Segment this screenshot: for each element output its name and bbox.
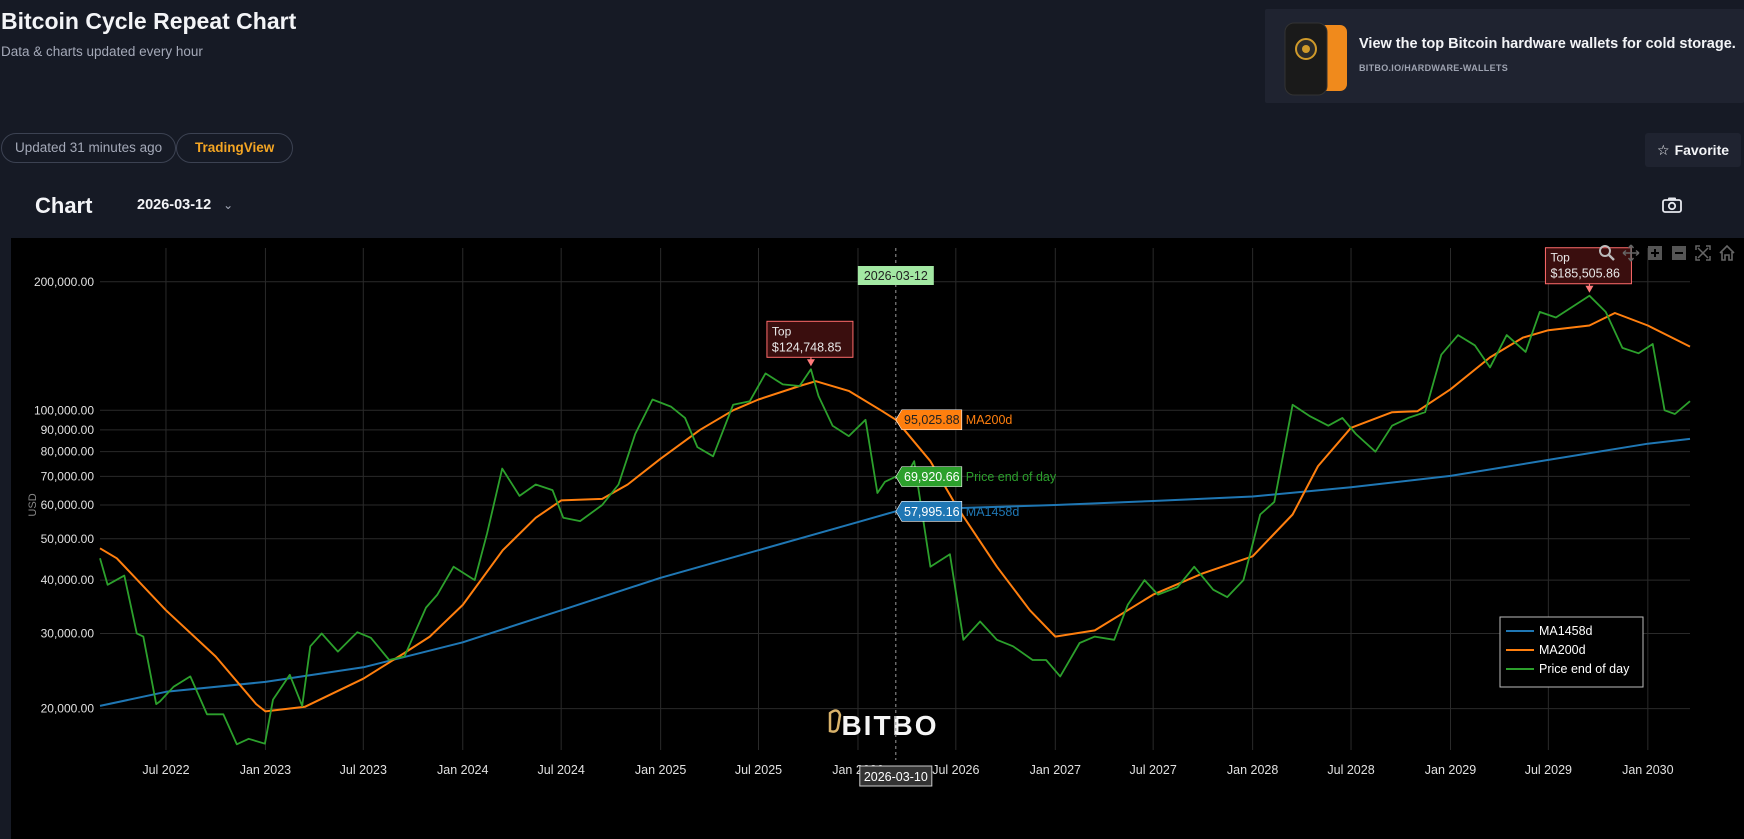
legend-label: MA200d xyxy=(1539,643,1586,657)
annotation-arrow xyxy=(806,359,815,367)
y-tick-label: 100,000.00 xyxy=(34,403,94,417)
ad-url: BITBO.IO/HARDWARE-WALLETS xyxy=(1359,63,1508,73)
bitcoin-cycle-chart[interactable]: 20,000.00 30,000.00 40,000.00 50,000.00 60,0… xyxy=(11,238,1744,839)
x-tick-label: Jul 2026 xyxy=(932,763,979,777)
y-tick-label: 80,000.00 xyxy=(41,445,95,459)
x-tick-label: Jul 2027 xyxy=(1130,763,1177,777)
camera-icon[interactable] xyxy=(1661,196,1683,214)
annotation-arrow xyxy=(1585,285,1594,293)
favorite-label: Favorite xyxy=(1674,142,1730,158)
date-select[interactable]: 2026-03-12 ⌄ xyxy=(137,197,233,213)
x-tick-label: Jan 2030 xyxy=(1622,763,1673,777)
favorite-button[interactable]: ☆ Favorite xyxy=(1645,133,1741,167)
hover-label-box xyxy=(895,409,963,431)
hover-label-value: 57,995.16 xyxy=(904,505,960,519)
x-tick-label: Jul 2028 xyxy=(1327,763,1374,777)
cursor-date-tag-bg xyxy=(857,266,934,285)
hardware-wallet-ad[interactable]: View the top Bitcoin hardware wallets fo… xyxy=(1265,9,1744,103)
watermark: BITBO xyxy=(841,710,938,741)
y-tick-label: 20,000.00 xyxy=(41,702,95,716)
zoom-icon[interactable] xyxy=(1598,244,1616,262)
legend-label: Price end of day xyxy=(1539,662,1630,676)
chevron-down-icon: ⌄ xyxy=(223,198,234,212)
hardware-wallet-image xyxy=(1284,22,1347,96)
y-tick-label: 200,000.00 xyxy=(34,275,94,289)
cursor-axis-label-bg xyxy=(859,765,933,787)
annotation-value: $124,748.85 xyxy=(772,340,842,354)
x-tick-label: Jul 2025 xyxy=(735,763,782,777)
zoom-in-icon[interactable] xyxy=(1646,244,1664,262)
bitbo-logo-icon xyxy=(828,709,842,733)
chart-heading: Chart xyxy=(35,193,93,218)
annotation-value: $185,505.86 xyxy=(1550,267,1620,281)
hover-label-name: MA1458d xyxy=(966,505,1020,519)
autoscale-icon[interactable] xyxy=(1694,244,1712,262)
x-tick-label: Jul 2029 xyxy=(1525,763,1572,777)
hover-label-name: Price end of day xyxy=(966,470,1057,484)
x-tick-label: Jan 2024 xyxy=(437,763,488,777)
x-tick-label: Jan 2028 xyxy=(1227,763,1278,777)
series-line-price-end-of-day xyxy=(99,294,1691,746)
hover-label-box xyxy=(895,500,963,522)
hover-label-name: MA200d xyxy=(966,413,1013,427)
series-line-ma200d xyxy=(99,312,1691,713)
x-tick-label: Jul 2023 xyxy=(340,763,387,777)
ad-title: View the top Bitcoin hardware wallets fo… xyxy=(1359,36,1736,52)
legend-label: MA1458d xyxy=(1539,624,1593,638)
pan-icon[interactable] xyxy=(1622,244,1640,262)
chart-modebar xyxy=(1598,244,1736,262)
hover-label-box xyxy=(895,466,963,487)
page-subtitle: Data & charts updated every hour xyxy=(1,44,203,59)
annotation-title: Top xyxy=(772,324,792,338)
tradingview-button[interactable]: TradingView xyxy=(176,133,294,163)
chart-area[interactable]: 20,000.00 30,000.00 40,000.00 50,000.00 60,0… xyxy=(11,238,1744,839)
y-axis-label: USD xyxy=(27,493,39,516)
x-tick-label: Jan 2027 xyxy=(1030,763,1081,777)
y-tick-label: 60,000.00 xyxy=(41,498,95,512)
x-tick-label: Jan 2025 xyxy=(635,763,686,777)
y-tick-label: 50,000.00 xyxy=(41,532,95,546)
star-icon: ☆ xyxy=(1657,142,1670,158)
zoom-out-icon[interactable] xyxy=(1670,244,1688,262)
x-tick-label: Jan 2023 xyxy=(240,763,291,777)
date-select-value: 2026-03-12 xyxy=(137,197,212,213)
series-line-ma1458d xyxy=(99,437,1691,707)
page-title: Bitcoin Cycle Repeat Chart xyxy=(1,8,297,34)
cursor-axis-label: 2026-03-10 xyxy=(864,770,928,784)
y-tick-label: 40,000.00 xyxy=(41,573,95,587)
hover-label-value: 95,025.88 xyxy=(904,413,960,427)
y-tick-label: 30,000.00 xyxy=(41,626,95,640)
x-tick-label: Jan 2029 xyxy=(1425,763,1476,777)
hover-label-value: 69,920.66 xyxy=(904,470,960,484)
x-tick-label: Jul 2022 xyxy=(142,763,189,777)
home-icon[interactable] xyxy=(1718,244,1736,262)
updated-status-pill: Updated 31 minutes ago xyxy=(1,133,177,163)
y-tick-label: 70,000.00 xyxy=(41,469,95,483)
annotation-title: Top xyxy=(1550,251,1570,265)
y-tick-label: 90,000.00 xyxy=(41,423,95,437)
annotation-box xyxy=(766,320,854,358)
x-tick-label: Jul 2024 xyxy=(538,763,585,777)
annotation-box xyxy=(1544,247,1632,285)
legend-box xyxy=(1499,616,1644,688)
cursor-date-tag: 2026-03-12 xyxy=(864,269,928,283)
